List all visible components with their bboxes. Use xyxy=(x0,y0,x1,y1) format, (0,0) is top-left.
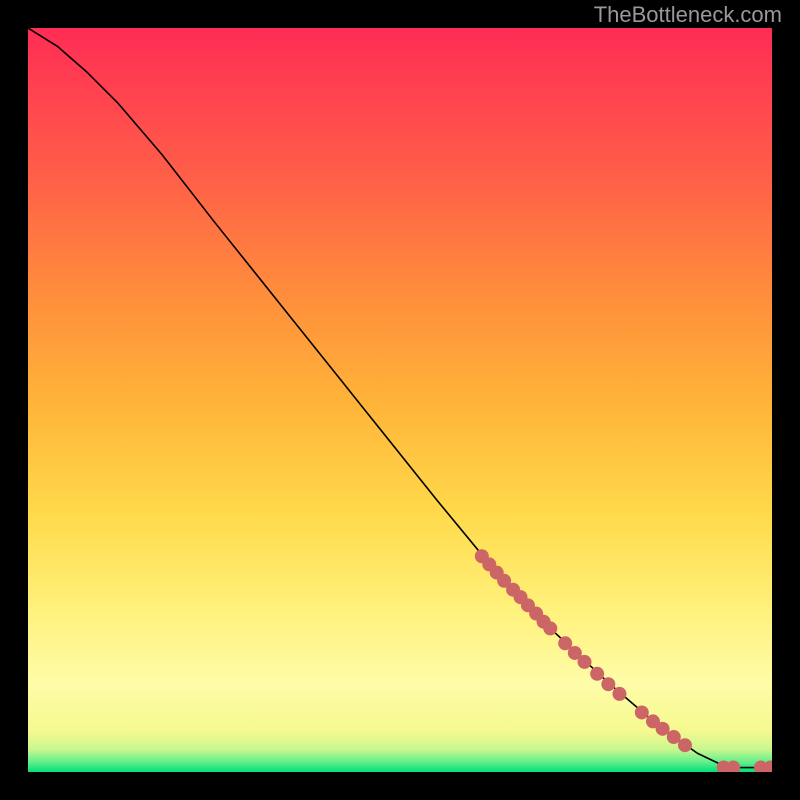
watermark-text: TheBottleneck.com xyxy=(594,2,782,28)
plot-svg xyxy=(28,28,772,772)
data-marker xyxy=(578,655,591,668)
plot-area xyxy=(28,28,772,772)
data-marker xyxy=(602,678,615,691)
data-marker xyxy=(613,687,626,700)
data-marker xyxy=(727,761,740,772)
data-marker xyxy=(678,739,691,752)
data-marker xyxy=(544,622,557,635)
data-marker xyxy=(591,667,604,680)
data-marker xyxy=(559,637,572,650)
data-marker xyxy=(635,706,648,719)
chart-frame: TheBottleneck.com xyxy=(0,0,800,800)
data-marker xyxy=(667,731,680,744)
gradient-background xyxy=(28,28,772,772)
data-marker xyxy=(656,722,669,735)
